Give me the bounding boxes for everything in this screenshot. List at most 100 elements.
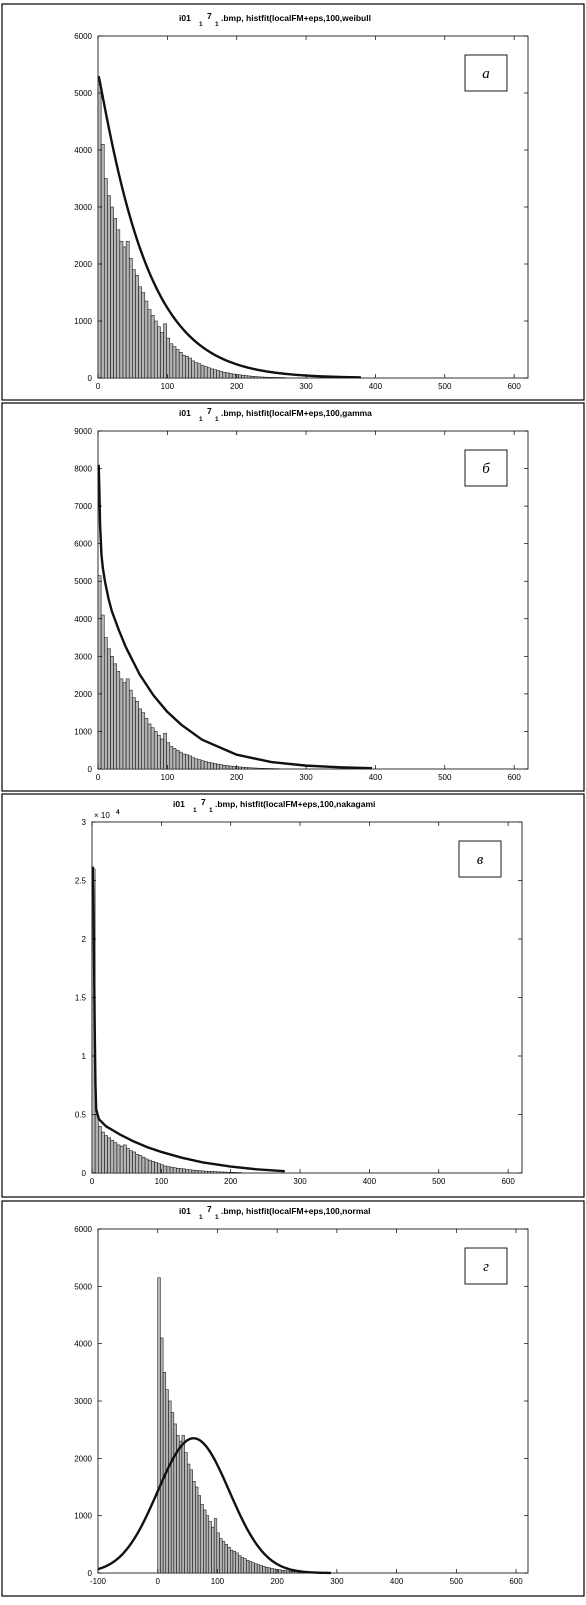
histogram-bar (164, 1166, 167, 1173)
histogram-bar (114, 218, 117, 378)
histogram-bar (214, 1172, 217, 1173)
histogram-bar (176, 350, 179, 379)
x-tick-label: 100 (211, 1577, 225, 1586)
histogram-bar (209, 1521, 212, 1573)
histogram-bar (101, 1132, 104, 1173)
histogram-bar (192, 361, 195, 378)
histogram-bar (182, 1435, 185, 1573)
chart-title: i01 (179, 1206, 191, 1216)
histogram-bar (201, 761, 204, 769)
histogram-bar (263, 377, 266, 378)
histogram-bar (176, 1168, 179, 1173)
histogram-bar (111, 1140, 114, 1173)
histogram-bar (173, 1168, 176, 1173)
histogram-bar (206, 1516, 209, 1573)
y-exponent-label: × 10 (94, 811, 110, 820)
histogram-bar (204, 1171, 207, 1173)
histogram-bar (201, 1504, 204, 1573)
y-tick-label: 5000 (74, 1282, 92, 1291)
x-tick-label: 500 (438, 382, 452, 391)
histogram-bar (236, 1553, 239, 1573)
panel-label: б (482, 461, 490, 477)
y-tick-label: 0 (82, 1169, 87, 1178)
chart-title-subscript: 1 (193, 807, 197, 814)
histogram-bar (185, 1453, 188, 1573)
chart-title-subscript: 1 (199, 416, 203, 423)
histogram-bar (238, 1556, 241, 1573)
histogram-bar (104, 638, 107, 769)
histogram-bar (245, 376, 248, 378)
histogram-bar (204, 367, 207, 378)
x-tick-label: 100 (155, 1177, 169, 1186)
histogram-bar (226, 1172, 229, 1173)
histogram-bar (173, 347, 176, 378)
y-tick-label: 1000 (74, 317, 92, 326)
histogram-bar (129, 690, 132, 769)
histogram-bar (104, 1136, 107, 1173)
x-tick-label: 100 (161, 382, 175, 391)
histogram-bar (108, 1138, 111, 1173)
histogram-bar (132, 698, 135, 769)
chart-title-subscript: 1 (215, 1214, 219, 1221)
y-tick-label: 0 (88, 765, 93, 774)
histogram-bar (176, 750, 179, 769)
histogram-bar (120, 1146, 123, 1173)
histogram-bar (223, 372, 226, 378)
x-tick-label: 500 (450, 1577, 464, 1586)
x-tick-label: 300 (293, 1177, 307, 1186)
histogram-bar (270, 377, 273, 378)
histogram-bar (214, 1519, 217, 1573)
histogram-bar (151, 728, 154, 769)
histogram-bar (171, 1412, 174, 1573)
histogram-bar (174, 1424, 177, 1573)
y-tick-label: 3000 (74, 652, 92, 661)
y-tick-label: 0.5 (75, 1111, 87, 1120)
histogram-bar (135, 701, 138, 769)
y-tick-label: 2 (82, 935, 87, 944)
histogram-bar (167, 1167, 170, 1173)
histogram-bar (252, 1563, 255, 1573)
histogram-bar (226, 766, 229, 769)
y-tick-label: 5000 (74, 577, 92, 586)
histogram-bar (201, 1171, 204, 1173)
y-tick-label: 1.5 (75, 994, 87, 1003)
histogram-bar (187, 1464, 190, 1573)
histogram-bar (232, 1172, 235, 1173)
histogram-bar (110, 207, 113, 378)
y-tick-label: 1000 (74, 727, 92, 736)
x-tick-label: 200 (224, 1177, 238, 1186)
histogram-bar (204, 761, 207, 769)
histogram-bar (222, 1541, 225, 1573)
histogram-bar (228, 1547, 231, 1573)
histogram-bar (198, 1171, 201, 1173)
histogram-bar (223, 1172, 226, 1173)
panel-label: а (482, 66, 490, 82)
chart-title-rest: .bmp, histfit(localFM+eps,100,nakagami (215, 799, 375, 809)
y-tick-label: 3 (82, 818, 87, 827)
histogram-bar (217, 1172, 220, 1173)
histogram-bar (198, 1496, 201, 1573)
chart-title-rest: .bmp, histfit(localFM+eps,100,normal (221, 1206, 371, 1216)
histogram-bar (139, 287, 142, 378)
histogram-bar (189, 756, 192, 769)
histogram-bar (210, 369, 213, 378)
x-tick-label: 300 (299, 382, 313, 391)
histogram-bar (170, 746, 173, 769)
histogram-bar (182, 754, 185, 769)
histogram-bar (226, 373, 229, 378)
histogram-bar (213, 370, 216, 378)
histogram-bar (145, 301, 148, 378)
histogram-bar (229, 373, 232, 378)
chart-title-subscript: 1 (209, 807, 213, 814)
y-tick-label: 1000 (74, 1512, 92, 1521)
histogram-bar (203, 1510, 206, 1573)
histogram-bar (271, 1568, 274, 1573)
histogram-bar (110, 656, 113, 769)
histogram-bar (107, 649, 110, 769)
x-tick-label: 0 (96, 382, 101, 391)
histogram-bar (284, 1571, 287, 1573)
histogram-bar (242, 375, 245, 378)
histogram-bar (246, 1560, 249, 1573)
